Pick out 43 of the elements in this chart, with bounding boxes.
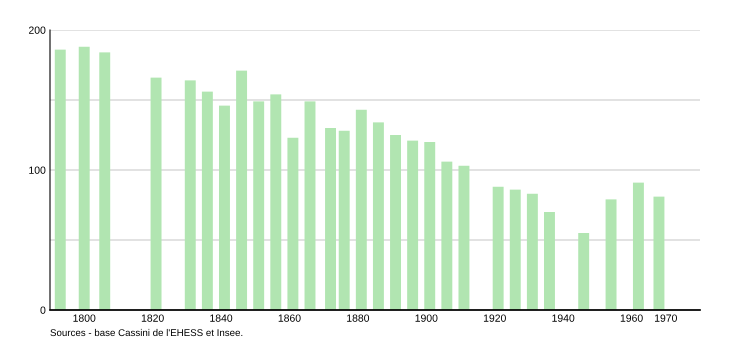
bar	[653, 196, 664, 310]
bar	[78, 46, 90, 310]
bar	[150, 78, 162, 310]
bar	[390, 135, 401, 310]
bar	[325, 128, 336, 310]
bar	[270, 94, 282, 310]
y-tick-label: 0	[40, 306, 46, 314]
bar	[424, 142, 436, 310]
bar	[99, 52, 110, 310]
x-tick-label: 1860	[278, 314, 301, 322]
bar	[578, 233, 590, 310]
bar	[356, 110, 367, 310]
bar	[632, 182, 644, 310]
x-tick-label: 1820	[142, 314, 164, 322]
x-tick-label: 1970	[655, 314, 677, 322]
bar	[236, 70, 248, 310]
bar	[407, 140, 418, 310]
bar	[510, 190, 521, 310]
x-tick-label: 1900	[416, 314, 438, 322]
x-tick-label: 1880	[347, 314, 370, 322]
bar	[338, 130, 350, 310]
bar	[526, 194, 538, 310]
x-tick-label: 1960	[620, 314, 643, 322]
bar	[441, 162, 452, 310]
bar	[372, 122, 384, 310]
bar	[458, 166, 470, 310]
source-note: Sources - base Cassini de l'EHESS et Insee.	[50, 328, 242, 336]
bar	[287, 138, 298, 310]
bar	[54, 50, 66, 310]
bar	[253, 101, 264, 310]
bar	[544, 212, 555, 310]
x-tick-label: 1940	[552, 314, 574, 322]
y-tick-label: 200	[28, 26, 46, 34]
x-tick-label: 1800	[73, 314, 96, 322]
bar	[202, 92, 213, 310]
bar	[219, 106, 230, 310]
x-tick-label: 1840	[210, 314, 232, 322]
y-tick-label: 100	[29, 166, 46, 174]
bar	[492, 186, 504, 310]
bar	[606, 199, 617, 310]
x-tick-label: 1920	[484, 314, 506, 322]
bar	[304, 101, 316, 310]
bar	[184, 80, 196, 310]
